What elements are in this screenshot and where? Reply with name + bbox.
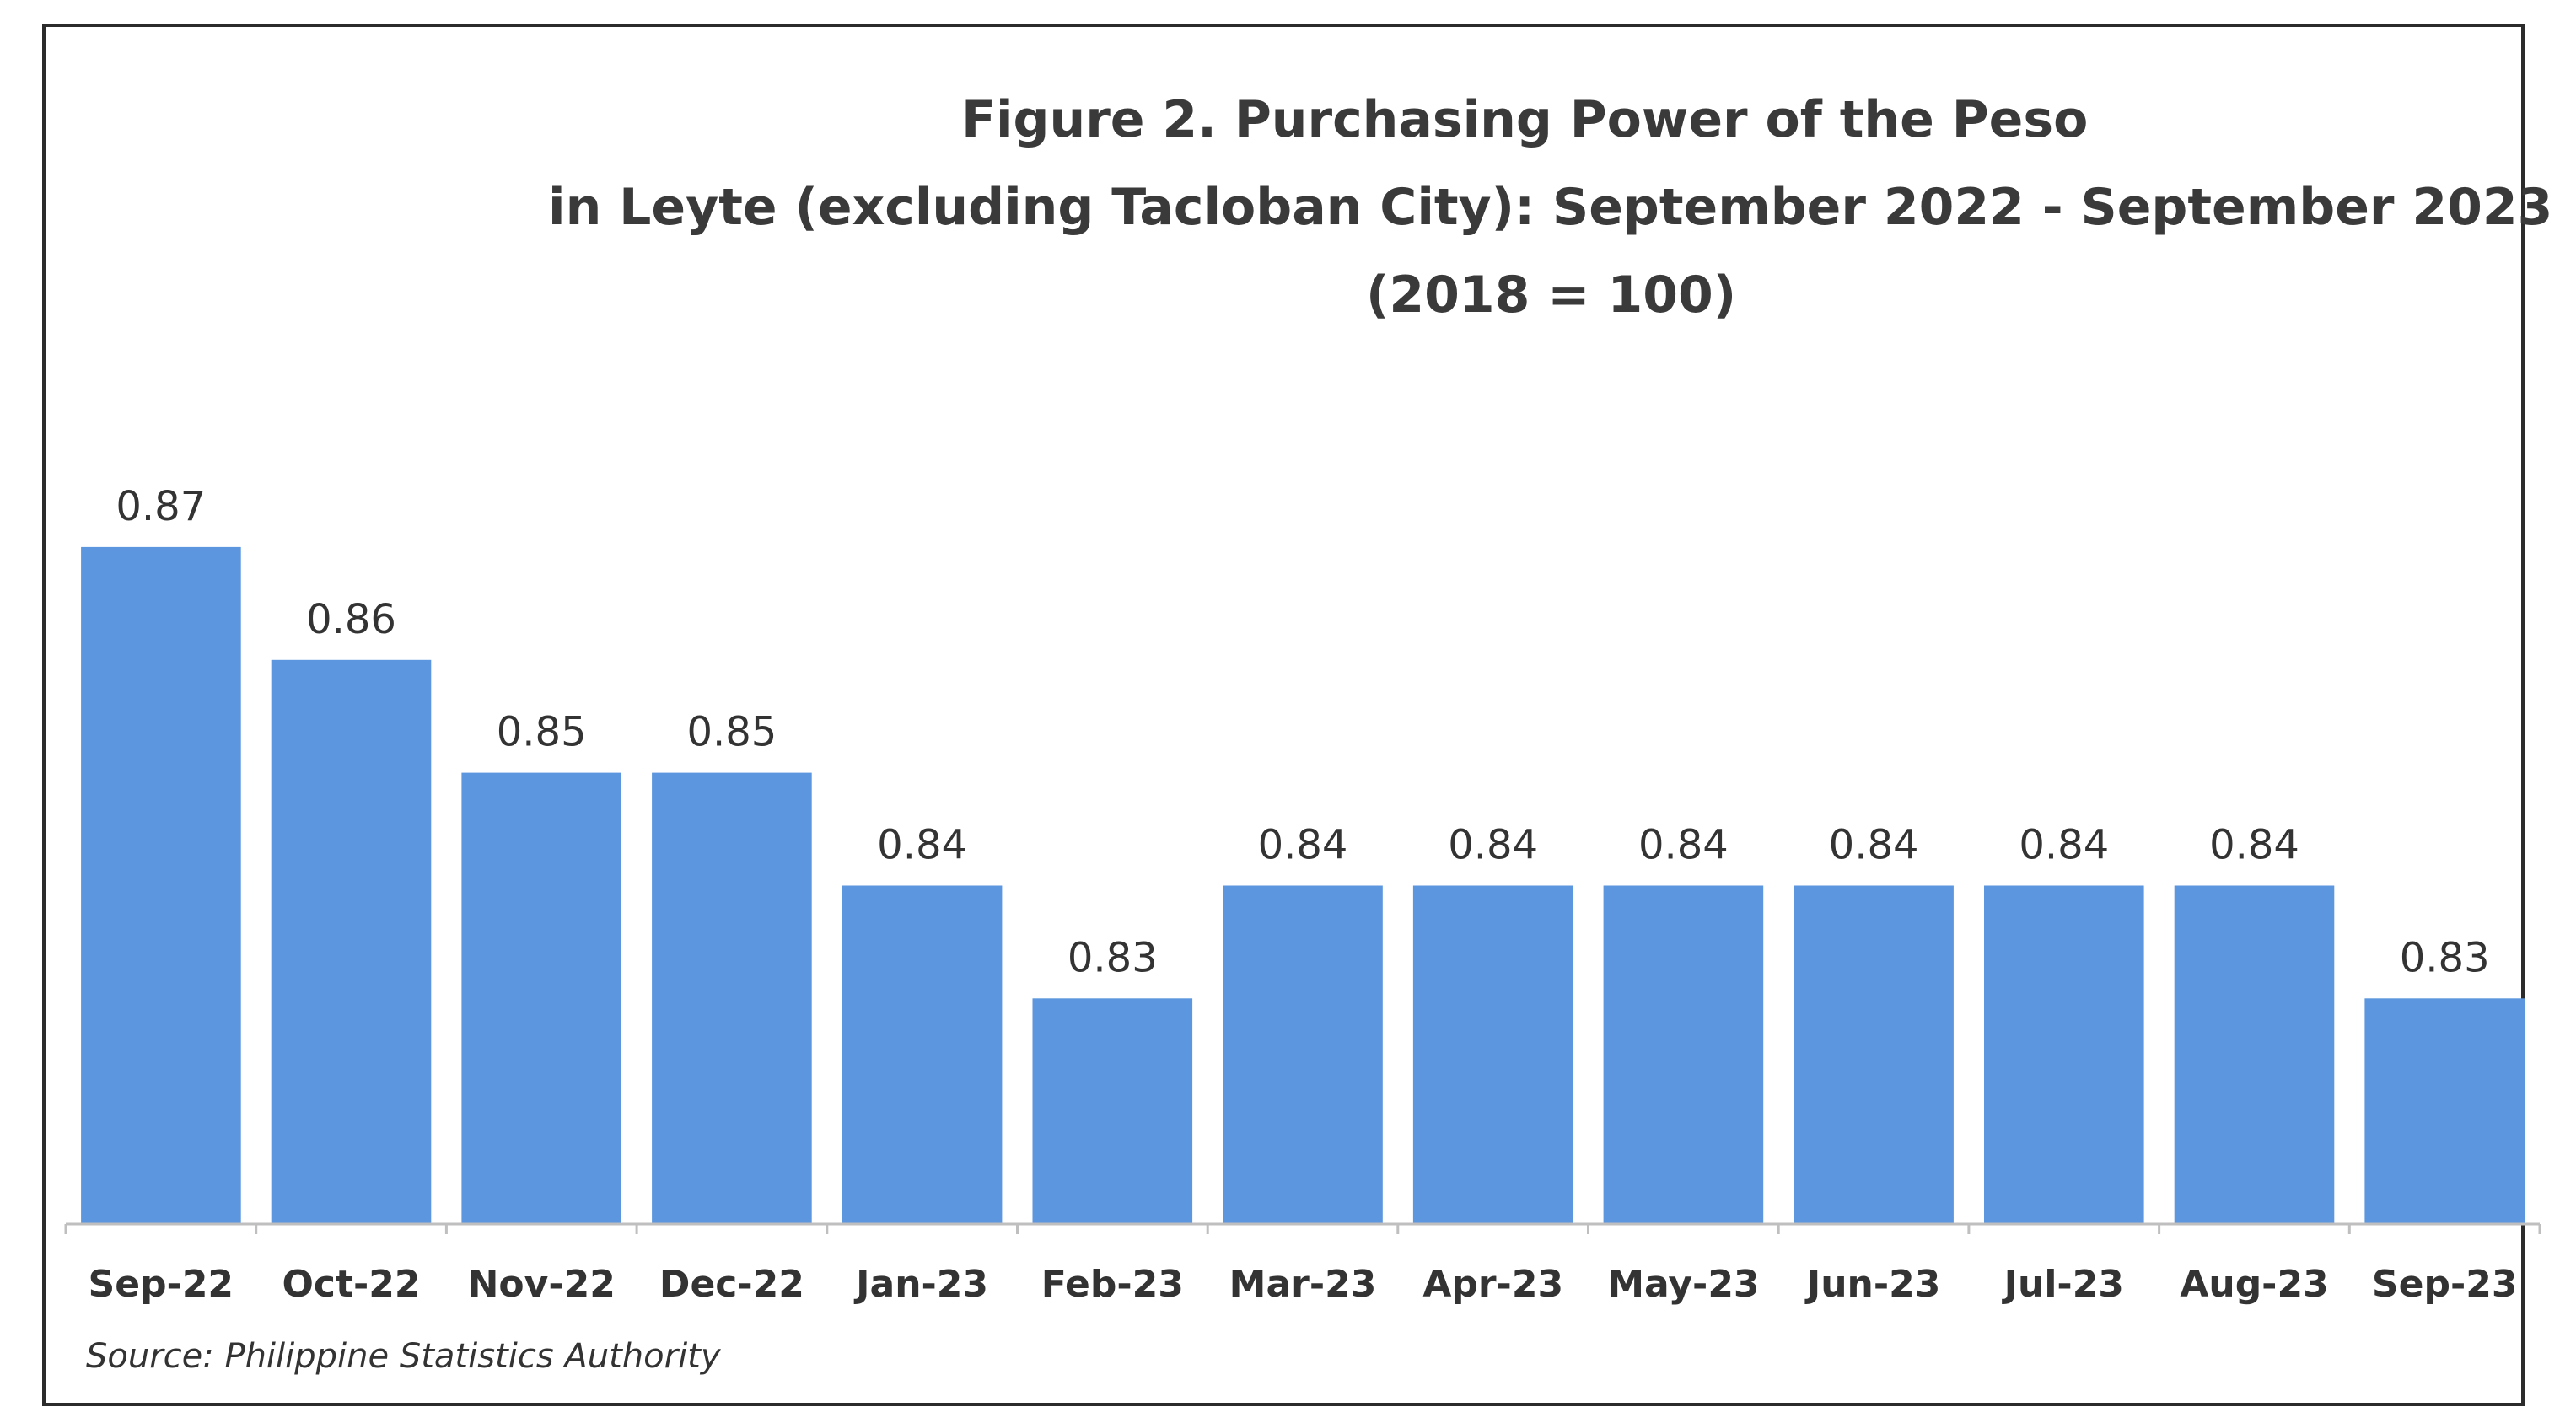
bar-aug-23 [2174,885,2335,1224]
value-label-sep-22: 0.87 [116,483,206,530]
category-label-sep-23: Sep-23 [2372,1263,2518,1306]
category-label-feb-23: Feb-23 [1041,1263,1184,1306]
bar-jan-23 [842,885,1003,1224]
bar-jun-23 [1794,885,1954,1224]
category-label-jun-23: Jun-23 [1804,1263,1941,1306]
value-labels-group: 0.87 0.86 0.85 0.85 0.84 0.83 0.84 0.84 0.84 0.84… [116,483,2489,981]
value-label-may-23: 0.84 [1638,822,1729,869]
value-label-jun-23: 0.84 [1829,822,1919,869]
chart-title-line-2: in Leyte (excluding Tacloban City): Sept… [548,178,2553,237]
value-label-aug-23: 0.84 [2209,822,2299,869]
category-label-oct-22: Oct-22 [282,1263,420,1306]
bar-may-23 [1603,885,1764,1224]
bars-group [81,546,2525,1224]
category-label-mar-23: Mar-23 [1229,1263,1377,1306]
value-label-nov-22: 0.85 [497,709,587,756]
category-label-jan-23: Jan-23 [853,1263,988,1306]
chart-title: Figure 2. Purchasing Power of the Peso i… [472,76,2576,339]
category-label-nov-22: Nov-22 [468,1263,616,1306]
value-label-jan-23: 0.84 [877,822,967,869]
bar-feb-23 [1032,998,1193,1224]
value-label-jul-23: 0.84 [2019,822,2109,869]
chart-title-line-3: (2018 = 100) [1366,266,1737,325]
category-labels-group: Sep-22 Oct-22 Nov-22 Dec-22 Jan-23 Feb-23 Mar-… [89,1263,2518,1306]
bar-apr-23 [1412,885,1573,1224]
category-label-sep-22: Sep-22 [89,1263,234,1306]
bar-sep-22 [81,546,241,1224]
bar-oct-22 [271,659,432,1224]
value-label-mar-23: 0.84 [1258,822,1348,869]
value-label-apr-23: 0.84 [1448,822,1538,869]
x-ticks-group [64,1224,2541,1234]
value-label-sep-23: 0.83 [2400,934,2490,981]
value-label-dec-22: 0.85 [686,709,777,756]
source-note: Source: Philippine Statistics Authority [86,1337,721,1376]
category-label-dec-22: Dec-22 [659,1263,804,1306]
value-label-feb-23: 0.83 [1068,934,1158,981]
bar-dec-22 [652,772,812,1224]
bar-nov-22 [461,772,621,1224]
value-label-oct-22: 0.86 [306,596,396,643]
category-label-aug-23: Aug-23 [2180,1263,2328,1306]
category-label-may-23: May-23 [1607,1263,1759,1306]
bar-sep-23 [2364,998,2525,1224]
bar-jul-23 [1984,885,2144,1224]
category-label-jul-23: Jul-23 [2002,1263,2124,1306]
chart-title-line-1: Figure 2. Purchasing Power of the Peso [961,90,2089,149]
category-label-apr-23: Apr-23 [1422,1263,1563,1306]
bar-mar-23 [1223,885,1383,1224]
